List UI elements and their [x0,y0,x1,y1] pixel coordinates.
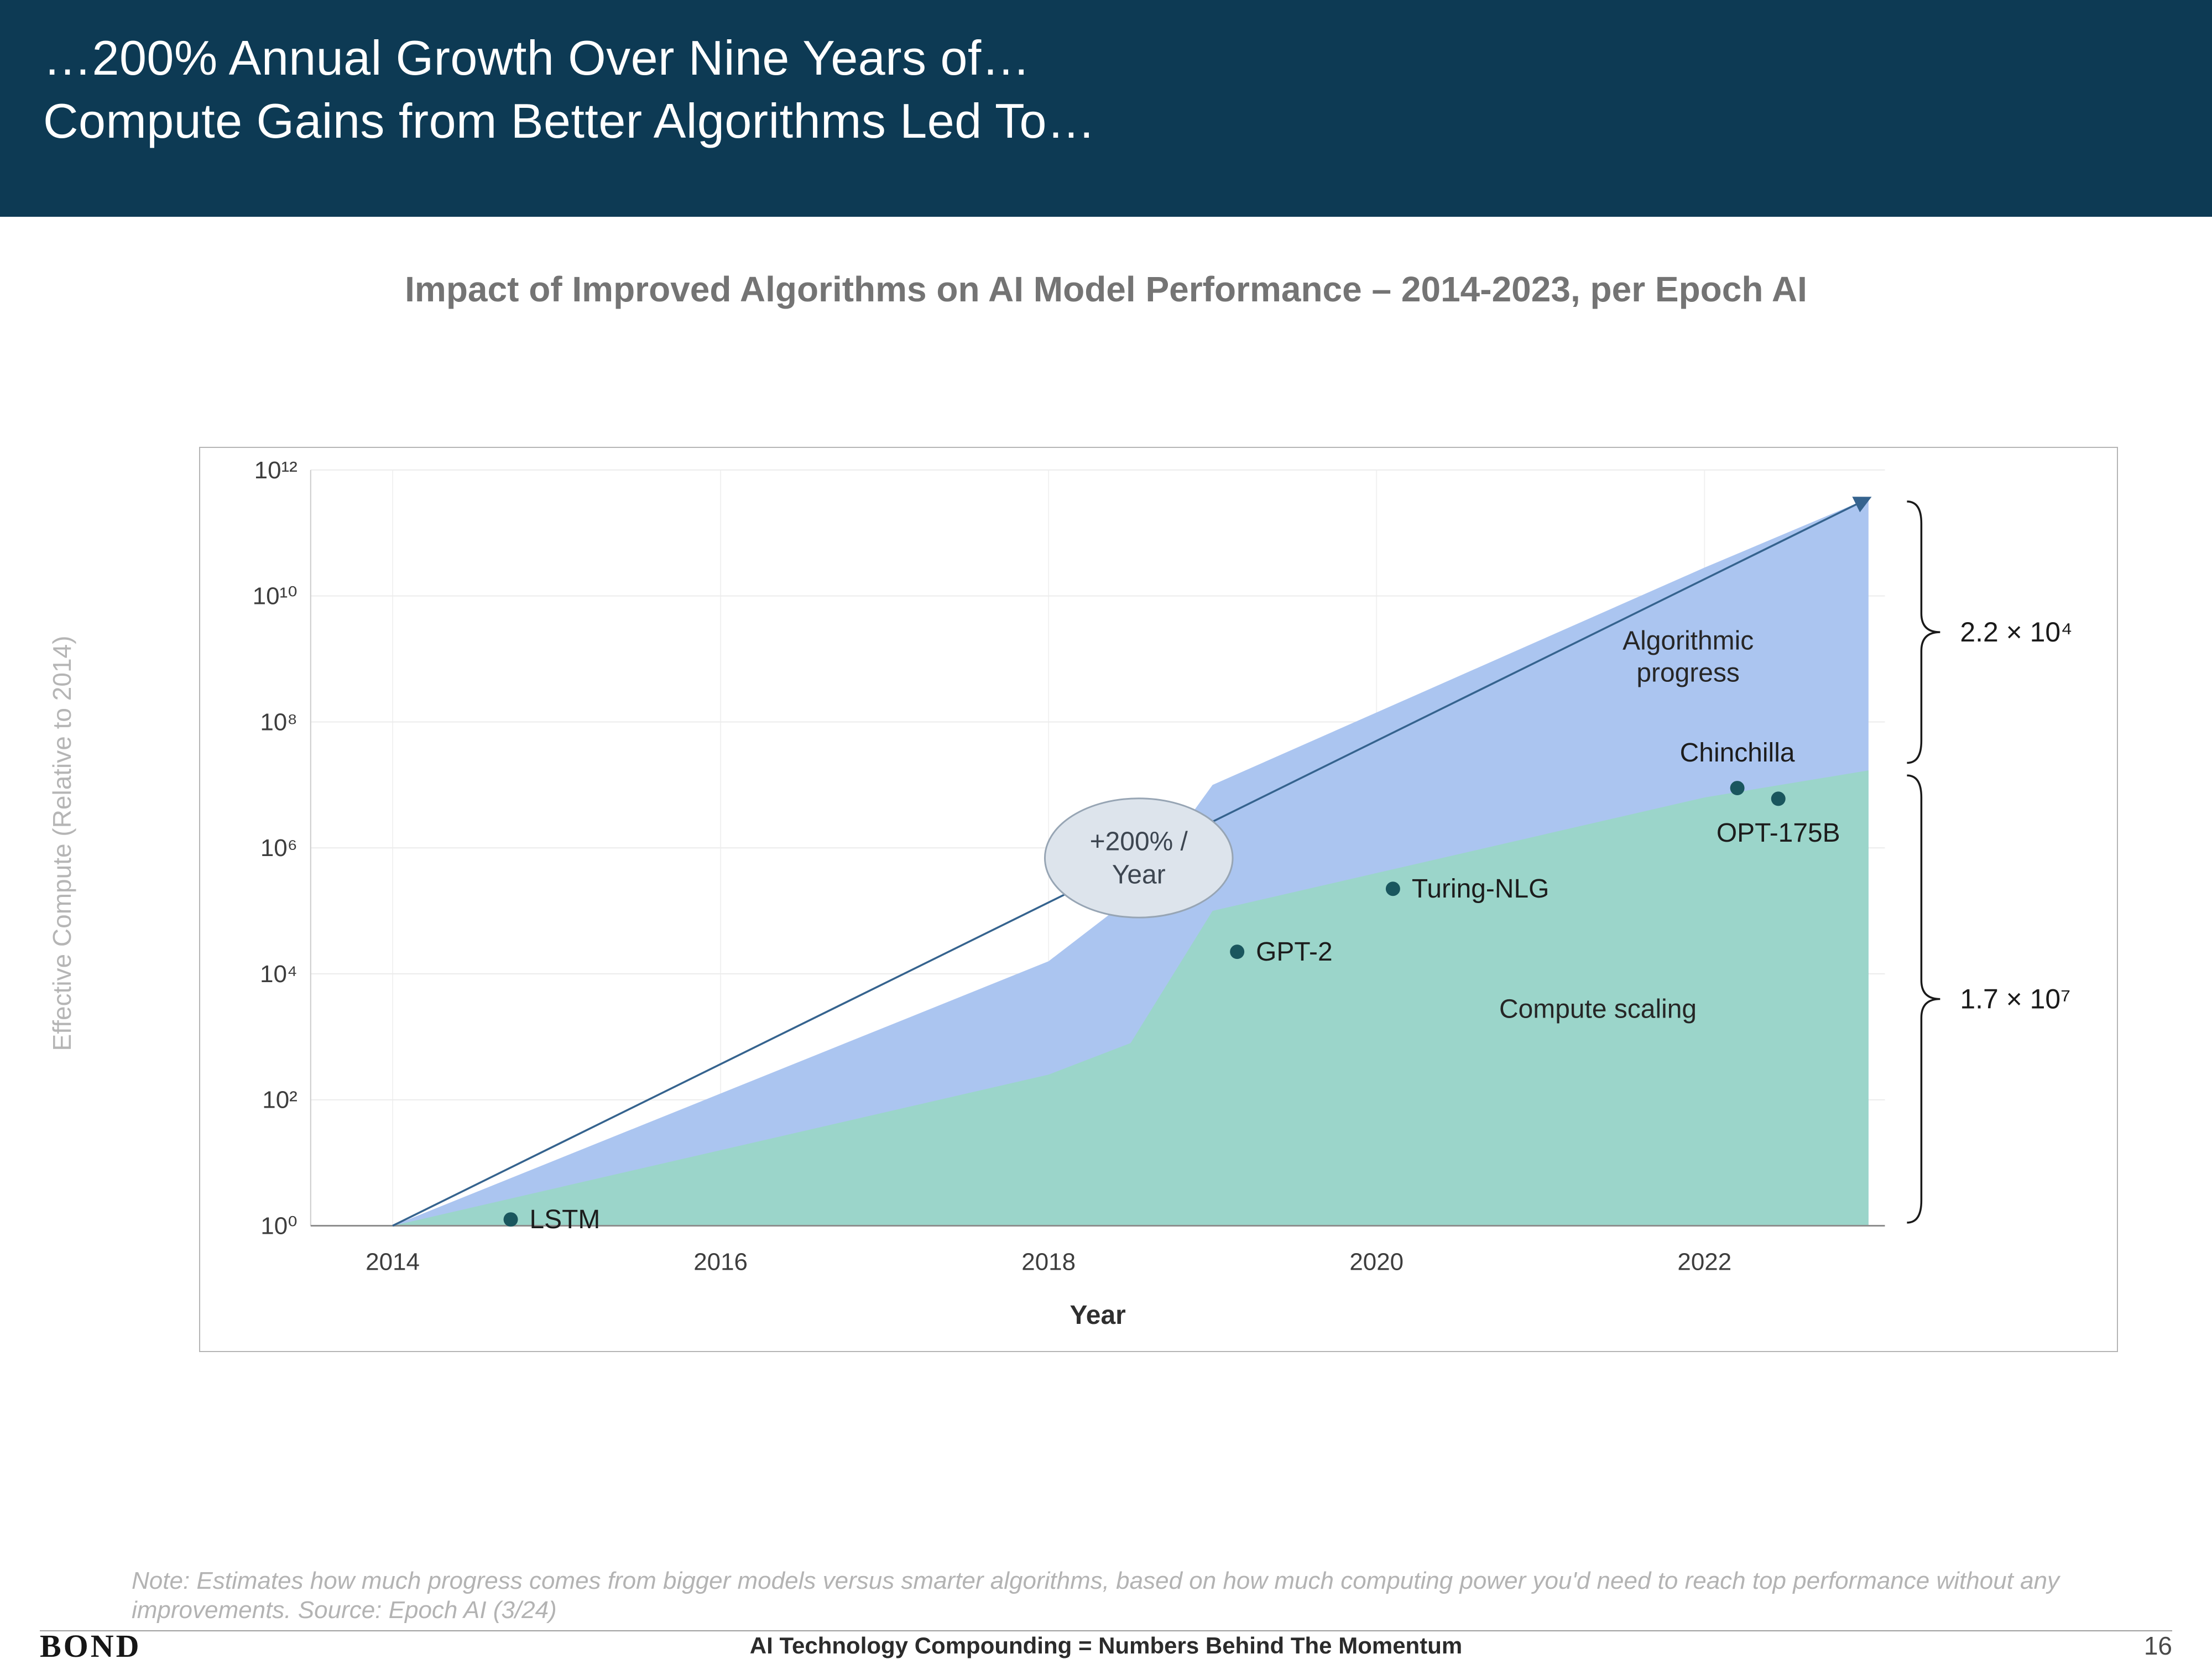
chart-frame: +200% / Year Algorithmic progress Compute sc… [199,447,2118,1352]
x-tick-label: 2018 [1021,1248,1076,1275]
point-label: GPT-2 [1256,937,1333,967]
y-tick-label: 10⁶ [260,834,298,862]
curly-brace [1907,774,1940,1224]
annotation-ellipse [1044,797,1234,919]
y-tick-label: 10⁴ [260,961,298,988]
point-lstm [503,1212,518,1227]
point-label: Chinchilla [1680,738,1795,768]
data-points: LSTM GPT-2 Turing-NLG Chinchilla OPT-175B [503,738,1840,1234]
x-tick-label: 2022 [1677,1248,1731,1275]
y-axis-label: Effective Compute (Relative to 2014) [48,635,76,1051]
header-band: …200% Annual Growth Over Nine Years of… … [0,0,2212,217]
header-title-line1: …200% Annual Growth Over Nine Years of… [43,30,1031,85]
footer: BOND AI Technology Compounding = Numbers… [40,1628,2172,1659]
curly-brace [1907,500,1940,764]
header-title-line2: Compute Gains from Better Algorithms Led… [43,93,1096,148]
brace-label: 1.7 × 10⁷ [1960,984,2070,1015]
x-tick-label: 2020 [1349,1248,1404,1275]
point-chinchilla [1730,781,1745,796]
growth-rate-annotation: +200% / Year [1044,797,1234,919]
annotation-text-line2: Year [1112,860,1166,889]
y-tick-label: 10² [262,1087,298,1114]
note-line1: Note: Estimates how much progress comes … [132,1567,2060,1594]
y-tick-label: 10⁰ [260,1213,297,1240]
region-label: progress [1636,658,1740,687]
brace-label: 2.2 × 10⁴ [1960,617,2072,648]
x-axis-title: Year [1070,1301,1125,1330]
point-turing-nlg [1385,881,1400,896]
source-note: Note: Estimates how much progress comes … [132,1566,2151,1625]
note-line2: improvements. Source: Epoch AI (3/24) [132,1597,557,1624]
axis-tick-labels: 2014 2016 2018 2020 2022 10⁰ 10² 10⁴ 10⁶ 10⁸ 10¹⁰ 1… [253,457,1731,1330]
y-tick-label: 10¹² [254,457,298,484]
annotation-text-line1: +200% / [1090,827,1188,857]
point-gpt-2 [1230,945,1245,959]
x-tick-label: 2016 [693,1248,748,1275]
region-label: Algorithmic [1623,627,1754,656]
x-tick-label: 2014 [366,1248,420,1275]
chart-title: Impact of Improved Algorithms on AI Mode… [405,269,1807,309]
y-tick-label: 10⁸ [260,708,297,735]
point-opt-175b [1771,791,1786,806]
bond-logo: BOND [40,1627,142,1659]
footer-divider [40,1630,2172,1631]
point-label: LSTM [530,1205,601,1234]
area-compute-scaling [393,770,1869,1226]
point-label: Turing-NLG [1412,874,1550,904]
page-number: 16 [2143,1631,2172,1659]
point-label: OPT-175B [1717,818,1840,848]
footer-title: AI Technology Compounding = Numbers Behi… [749,1632,1463,1658]
brace-annotations: 2.2 × 10⁴ 1.7 × 10⁷ [1907,500,2073,1224]
region-label: Compute scaling [1499,995,1697,1024]
y-tick-label: 10¹⁰ [253,583,298,610]
